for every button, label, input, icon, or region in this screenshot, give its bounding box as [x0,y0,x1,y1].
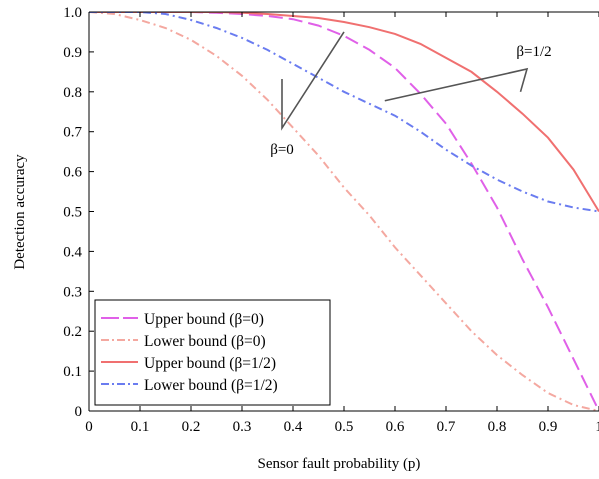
x-axis-title: Sensor fault probability (p) [258,456,421,472]
x-tick-label-2: 0.2 [182,419,201,435]
annotation-pointer-1 [384,67,529,102]
x-tick-label-7: 0.7 [437,419,456,435]
annotation-label-1: β=1/2 [516,44,551,60]
annotation-label-0: β=0 [270,142,294,158]
y-tick-label-9: 0.9 [63,45,82,61]
y-tick-label-4: 0.4 [63,244,82,260]
x-tick-label-3: 0.3 [233,419,252,435]
series-line-2 [89,12,599,213]
y-tick-label-6: 0.6 [63,165,82,181]
x-tick-label-8: 0.8 [488,419,507,435]
annotation-pointer-0 [281,31,345,131]
x-tick-label-6: 0.6 [386,419,405,435]
y-tick-label-8: 0.8 [63,85,82,101]
x-tick-label-0: 0 [85,419,93,435]
series-line-3 [89,12,599,213]
x-tick-label-9: 0.9 [539,419,558,435]
y-tick-label-2: 0.2 [63,324,82,340]
legend-label-0: Upper bound (β=0) [144,311,264,328]
legend-label-2: Upper bound (β=1/2) [144,355,276,372]
legend-label-1: Lower bound (β=0) [144,333,266,350]
x-tick-label-10: 1 [595,419,599,435]
legend-label-3: Lower bound (β=1/2) [144,377,278,394]
y-tick-label-7: 0.7 [63,125,82,141]
y-tick-label-10: 1.0 [63,5,82,21]
y-tick-label-5: 0.5 [63,205,82,221]
series-line-0 [89,12,599,411]
x-tick-label-1: 0.1 [131,419,150,435]
y-tick-label-1: 0.1 [63,364,82,380]
legend: Upper bound (β=0) Lower bound (β=0) Uppe… [94,299,331,406]
y-tick-label-0: 0 [75,404,83,420]
x-tick-label-5: 0.5 [335,419,354,435]
x-tick-label-4: 0.4 [284,419,303,435]
y-tick-label-3: 0.3 [63,284,82,300]
y-axis-title: Detection accuracy [12,154,28,270]
